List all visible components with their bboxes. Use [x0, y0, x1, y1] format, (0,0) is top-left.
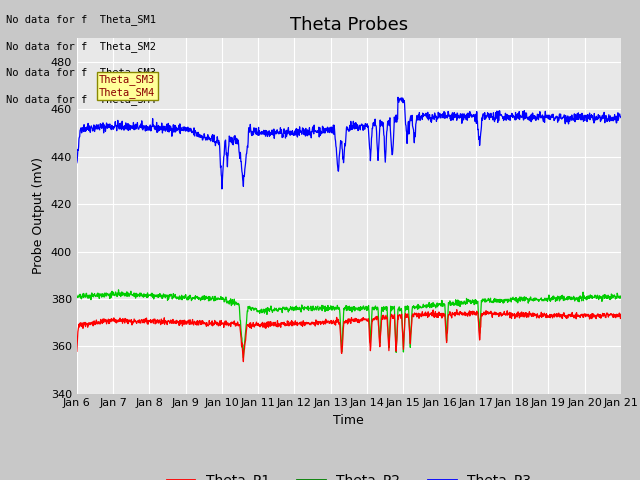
Title: Theta Probes: Theta Probes: [290, 16, 408, 34]
Text: Theta_SM3
Theta_SM4: Theta_SM3 Theta_SM4: [99, 74, 156, 98]
Text: No data for f  Theta_SM2: No data for f Theta_SM2: [6, 41, 156, 52]
Text: No data for f  Theta_SM4: No data for f Theta_SM4: [6, 94, 156, 105]
Y-axis label: Probe Output (mV): Probe Output (mV): [32, 157, 45, 275]
Text: No data for f  Theta_SM1: No data for f Theta_SM1: [6, 14, 156, 25]
X-axis label: Time: Time: [333, 414, 364, 427]
Text: No data for f  Theta_SM3: No data for f Theta_SM3: [6, 67, 156, 78]
Legend: Theta_P1, Theta_P2, Theta_P3: Theta_P1, Theta_P2, Theta_P3: [161, 468, 536, 480]
